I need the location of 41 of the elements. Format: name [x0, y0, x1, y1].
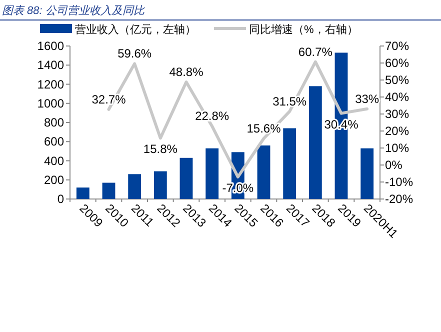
chart-title: 图表 88: 公司营业收入及同比: [2, 4, 146, 17]
y2-tick-label: 50%: [385, 73, 410, 87]
y2-tick-label: -20%: [385, 192, 414, 206]
bar: [283, 128, 296, 199]
data-label: 33%: [355, 92, 380, 106]
bar: [180, 158, 193, 199]
bar: [308, 86, 322, 199]
bar: [128, 174, 142, 199]
y2-tick-label: 0%: [385, 158, 403, 172]
data-label: 60.7%: [298, 44, 333, 59]
legend-label: 同比增速（%，右轴）: [249, 23, 358, 36]
y2-tick-label: -10%: [385, 175, 414, 189]
y2-tick-label: 10%: [385, 141, 410, 155]
bar: [102, 182, 116, 199]
data-label: 31.5%: [272, 94, 307, 108]
y-tick-label: 0: [57, 192, 64, 206]
bar: [257, 145, 270, 199]
y-tick-label: 1000: [37, 96, 64, 110]
y-tick-label: 1200: [37, 77, 64, 92]
y2-tick-label: 20%: [385, 124, 410, 138]
y-tick-label: 1600: [37, 39, 64, 53]
y-tick-label: 800: [44, 116, 64, 130]
data-label: 15.8%: [143, 142, 178, 156]
y2-tick-label: 60%: [385, 56, 410, 70]
y2-tick-label: 30%: [385, 107, 410, 121]
y-tick-label: 400: [44, 154, 64, 168]
data-label: 32.7%: [92, 92, 126, 106]
bar: [206, 148, 219, 199]
y-tick-label: 1400: [37, 58, 64, 72]
data-label: 15.6%: [246, 121, 282, 136]
data-label: 48.8%: [169, 65, 204, 80]
y-tick-label: 200: [44, 172, 64, 187]
bar: [154, 171, 167, 199]
data-label: 59.6%: [118, 46, 152, 61]
y-tick-label: 600: [44, 134, 64, 149]
bar: [360, 148, 374, 199]
legend-label: 营业收入（亿元，左轴）: [75, 23, 196, 36]
data-label: 22.8%: [195, 109, 230, 124]
bar: [76, 188, 90, 199]
y2-tick-label: 70%: [385, 39, 410, 53]
y2-tick-label: 40%: [385, 90, 410, 104]
